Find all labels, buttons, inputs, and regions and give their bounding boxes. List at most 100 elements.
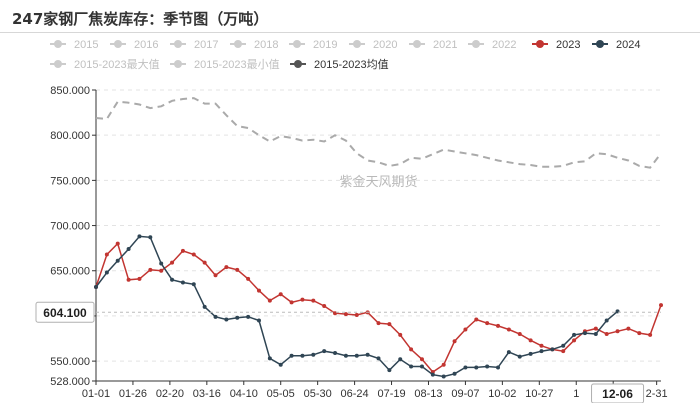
data-point[interactable]	[115, 258, 120, 263]
data-point[interactable]	[224, 317, 229, 322]
data-point[interactable]	[376, 321, 381, 326]
data-point[interactable]	[267, 298, 272, 303]
data-point[interactable]	[376, 356, 381, 361]
legend-item-3[interactable]: 2018	[230, 39, 278, 51]
data-point[interactable]	[256, 318, 261, 323]
data-point[interactable]	[539, 349, 544, 354]
data-point[interactable]	[289, 300, 294, 305]
data-point[interactable]	[170, 277, 175, 282]
data-point[interactable]	[463, 327, 468, 332]
data-point[interactable]	[398, 332, 403, 337]
series-2[interactable]	[95, 97, 662, 169]
data-point[interactable]	[148, 235, 153, 240]
data-point[interactable]	[496, 365, 501, 370]
legend-item-12[interactable]: 2015-2023均值	[290, 58, 389, 71]
data-point[interactable]	[159, 261, 164, 266]
data-point[interactable]	[300, 353, 305, 358]
data-point[interactable]	[528, 338, 533, 343]
data-point[interactable]	[354, 353, 359, 358]
data-point[interactable]	[452, 371, 457, 376]
data-point[interactable]	[213, 273, 218, 278]
data-point[interactable]	[278, 292, 283, 297]
legend-item-9[interactable]: 2024	[592, 39, 640, 51]
data-point[interactable]	[463, 365, 468, 370]
legend-item-11[interactable]: 2015-2023最小值	[170, 58, 280, 71]
data-point[interactable]	[202, 260, 207, 265]
data-point[interactable]	[550, 347, 555, 352]
data-point[interactable]	[354, 313, 359, 318]
series-0[interactable]	[94, 241, 663, 374]
data-point[interactable]	[180, 248, 185, 253]
data-point[interactable]	[126, 277, 131, 282]
data-point[interactable]	[604, 318, 609, 323]
data-point[interactable]	[430, 372, 435, 377]
data-point[interactable]	[419, 364, 424, 369]
data-point[interactable]	[506, 350, 511, 355]
data-point[interactable]	[441, 374, 446, 379]
data-point[interactable]	[528, 351, 533, 356]
data-point[interactable]	[582, 331, 587, 336]
data-point[interactable]	[94, 285, 98, 290]
data-point[interactable]	[387, 368, 392, 373]
data-point[interactable]	[300, 297, 305, 302]
data-point[interactable]	[311, 298, 316, 303]
legend-item-5[interactable]: 2020	[349, 39, 397, 51]
legend-item-1[interactable]: 2016	[110, 39, 158, 51]
legend-item-2[interactable]: 2017	[170, 39, 218, 51]
data-point[interactable]	[561, 343, 566, 348]
data-point[interactable]	[256, 288, 261, 293]
data-point[interactable]	[561, 349, 566, 354]
data-point[interactable]	[474, 317, 479, 322]
data-point[interactable]	[572, 332, 577, 337]
data-point[interactable]	[626, 326, 631, 331]
data-point[interactable]	[572, 338, 577, 343]
data-point[interactable]	[159, 268, 164, 273]
data-point[interactable]	[659, 303, 663, 308]
data-point[interactable]	[235, 315, 240, 320]
data-point[interactable]	[506, 327, 511, 332]
data-point[interactable]	[398, 357, 403, 362]
series-line[interactable]	[95, 97, 662, 169]
data-point[interactable]	[289, 353, 294, 358]
legend[interactable]: 2015 2016 2017 2018 2019 2020 2021 2022 2023 2024…	[50, 39, 640, 71]
data-point[interactable]	[170, 260, 175, 265]
data-point[interactable]	[137, 276, 142, 281]
data-point[interactable]	[343, 312, 348, 317]
data-point[interactable]	[224, 265, 229, 270]
data-point[interactable]	[539, 343, 544, 348]
data-point[interactable]	[322, 303, 327, 308]
legend-item-10[interactable]: 2015-2023最大值	[50, 57, 160, 71]
data-point[interactable]	[409, 347, 414, 352]
data-point[interactable]	[104, 270, 109, 275]
data-point[interactable]	[202, 304, 207, 309]
data-point[interactable]	[485, 364, 490, 369]
legend-item-4[interactable]: 2019	[289, 39, 337, 51]
legend-item-8[interactable]: 2023	[532, 39, 580, 51]
data-point[interactable]	[104, 252, 109, 257]
data-point[interactable]	[322, 349, 327, 354]
data-point[interactable]	[593, 326, 598, 331]
legend-item-7[interactable]: 2022	[468, 39, 516, 51]
data-point[interactable]	[126, 247, 131, 252]
data-point[interactable]	[615, 309, 620, 314]
data-point[interactable]	[593, 332, 598, 337]
data-point[interactable]	[213, 314, 218, 319]
data-point[interactable]	[419, 357, 424, 362]
data-point[interactable]	[246, 314, 251, 319]
data-point[interactable]	[365, 352, 370, 357]
data-point[interactable]	[267, 356, 272, 361]
data-point[interactable]	[648, 332, 653, 337]
data-point[interactable]	[615, 329, 620, 334]
data-point[interactable]	[235, 267, 240, 272]
data-point[interactable]	[180, 280, 185, 285]
data-point[interactable]	[441, 362, 446, 367]
data-point[interactable]	[115, 241, 120, 246]
data-point[interactable]	[333, 350, 338, 355]
data-point[interactable]	[637, 331, 642, 336]
data-point[interactable]	[148, 267, 153, 272]
data-point[interactable]	[343, 353, 348, 358]
data-point[interactable]	[604, 332, 609, 337]
data-point[interactable]	[191, 282, 196, 287]
legend-item-6[interactable]: 2021	[409, 39, 457, 51]
